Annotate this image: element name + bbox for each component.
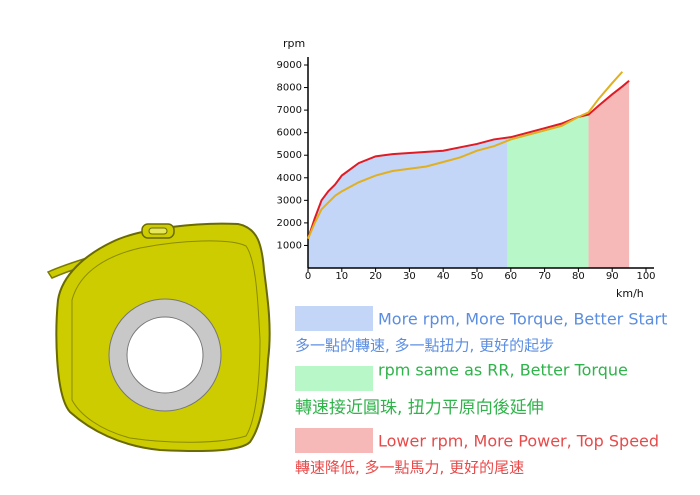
note-swatch <box>295 306 373 331</box>
x-tick-label: 30 <box>403 271 416 282</box>
note-swatch <box>295 428 373 453</box>
region <box>588 80 630 269</box>
x-tick-label: 60 <box>504 271 517 282</box>
x-tick-label: 20 <box>369 271 382 282</box>
y-axis-label: rpm <box>283 37 305 50</box>
y-tick-label: 4000 <box>277 173 302 184</box>
x-tick-label: 10 <box>335 271 348 282</box>
x-tick-label: 100 <box>636 271 655 282</box>
note-subtitle: 轉速接近圓珠, 扭力平原向後延伸 <box>295 398 544 418</box>
y-tick-label: 2000 <box>277 218 302 229</box>
chart: rpm km/h 0 10 20 30 40 50 60 70 80 90 100 1000 2000 3… <box>277 37 656 300</box>
line <box>307 80 630 239</box>
x-tick-label: 80 <box>572 271 585 282</box>
note-subtitle: 多一點的轉速, 多一點扭力, 更好的起步 <box>295 337 554 355</box>
y-tick-label: 8000 <box>277 83 302 94</box>
note-swatch <box>295 366 373 391</box>
region <box>507 114 589 268</box>
x-tick-label: 40 <box>437 271 450 282</box>
y-tick-label: 6000 <box>277 128 302 139</box>
note-title: More rpm, More Torque, Better Start <box>378 310 667 329</box>
y-tick-label: 5000 <box>277 150 302 161</box>
note-title: rpm same as RR, Better Torque <box>378 361 628 380</box>
x-axis-label: km/h <box>616 287 644 300</box>
note-subtitle: 轉速降低, 多一點馬力, 更好的尾速 <box>295 459 524 477</box>
notes: More rpm, More Torque, Better Start 多一點的轉… <box>295 306 667 477</box>
illustration <box>46 222 271 453</box>
y-tick-label: 1000 <box>277 240 302 251</box>
region <box>308 137 508 268</box>
line <box>307 71 624 240</box>
x-tick-label: 70 <box>538 271 551 282</box>
x-tick-label: 0 <box>305 271 311 282</box>
y-tick-label: 3000 <box>277 195 302 206</box>
y-tick-label: 7000 <box>277 105 302 116</box>
note-title: Lower rpm, More Power, Top Speed <box>378 432 659 451</box>
y-tick-label: 9000 <box>277 60 302 71</box>
x-tick-label: 90 <box>606 271 619 282</box>
x-tick-label: 50 <box>471 271 484 282</box>
